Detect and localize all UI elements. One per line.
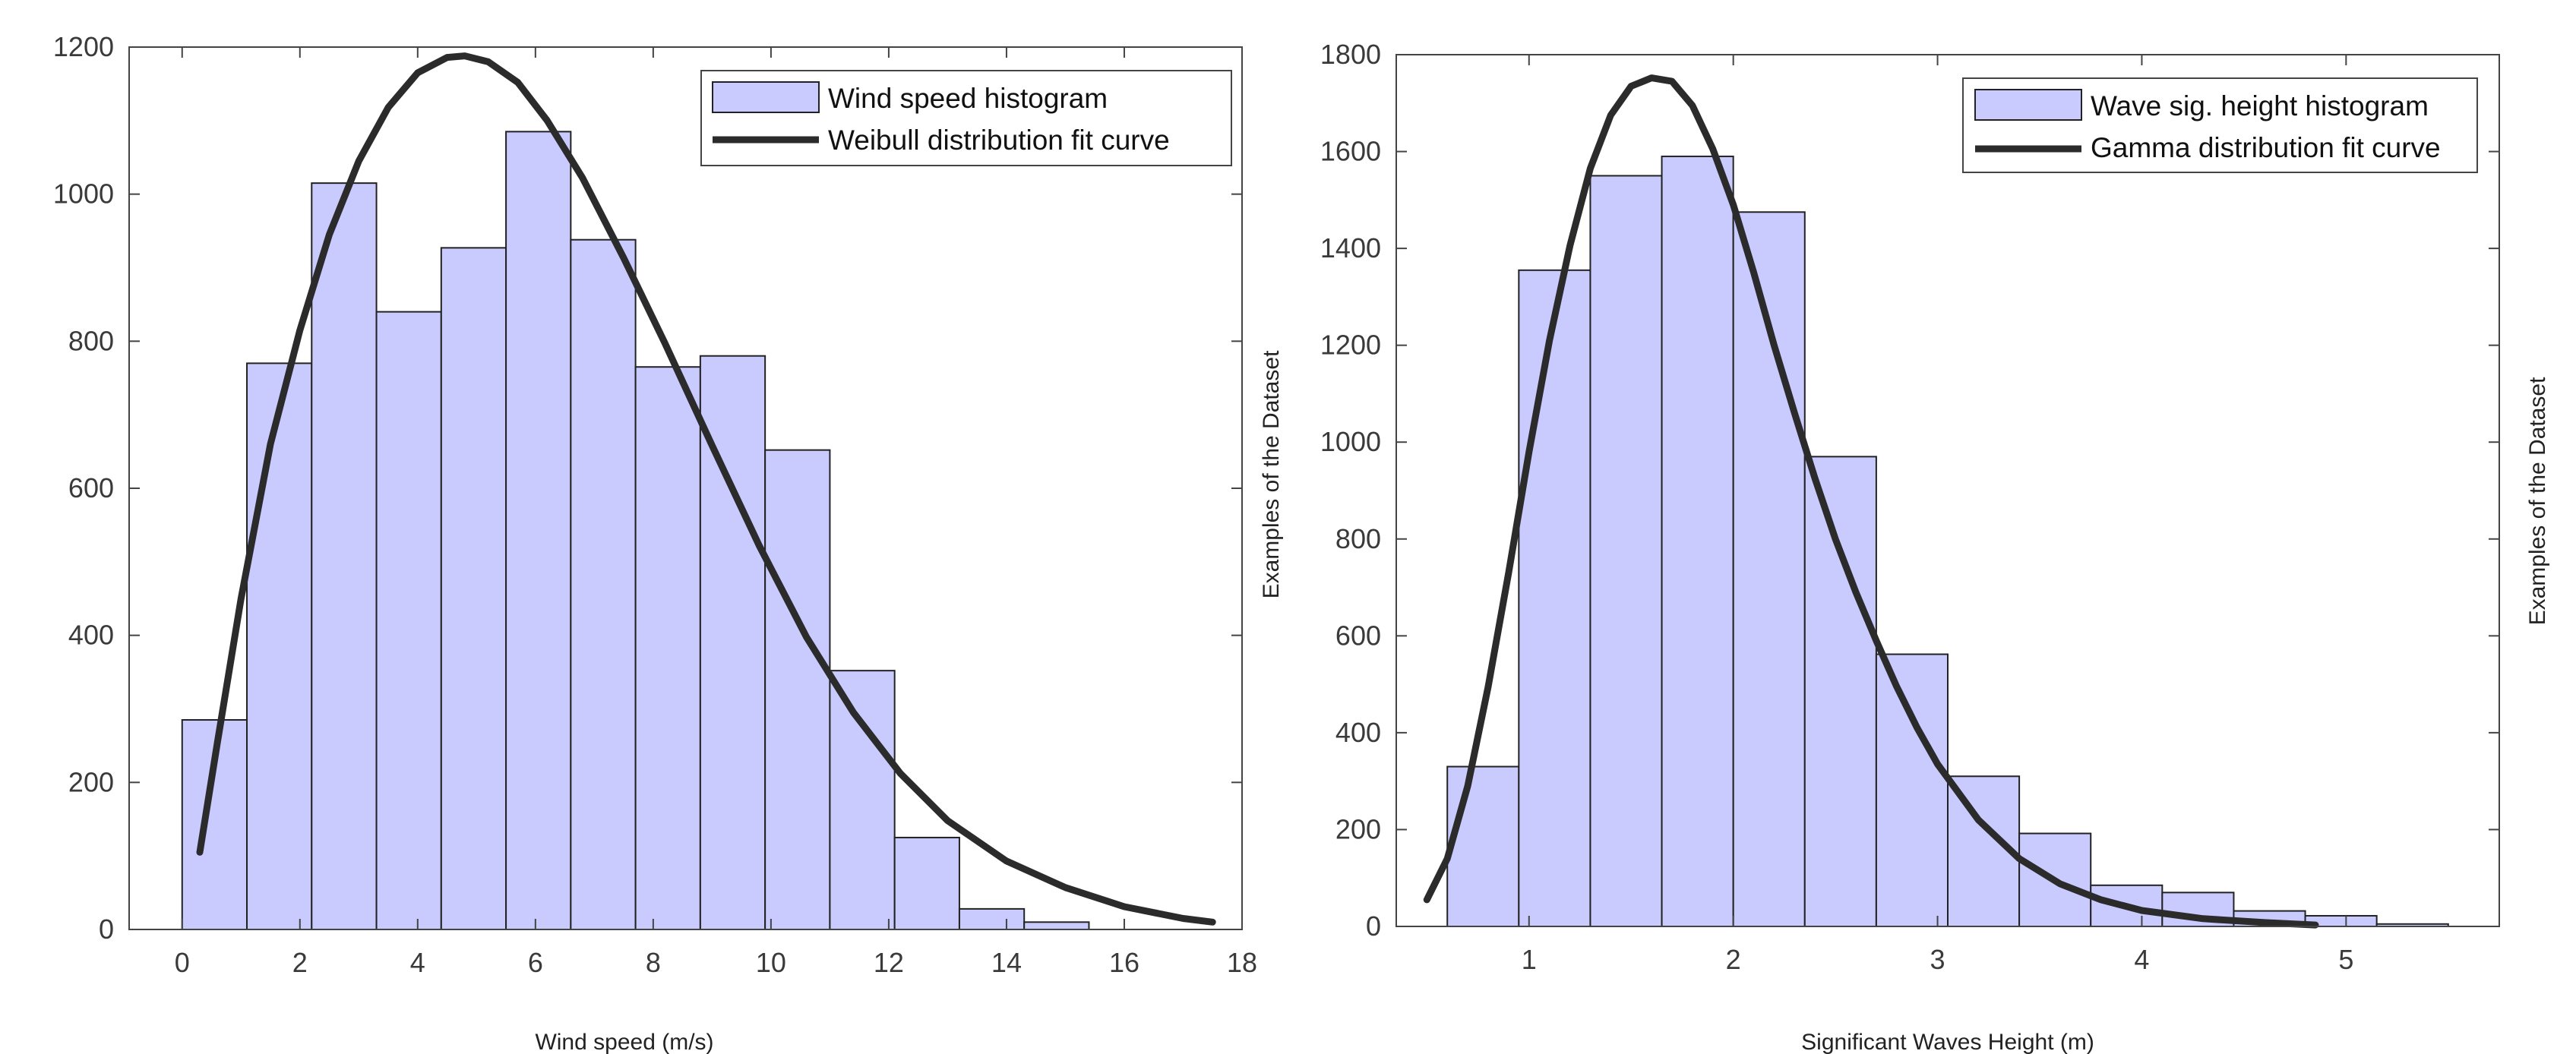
y-tick-label: 600 (1335, 620, 1381, 651)
histogram-bar-6 (1803, 456, 1877, 927)
x-tick-label: 2 (1726, 944, 1741, 975)
x-axis-ticks: 0 2 4 6 8 10 12 14 16 18 (175, 47, 1257, 978)
axes-box (1395, 54, 2500, 927)
y-tick-label: 1200 (1320, 330, 1381, 361)
histogram-bar-7 (570, 238, 637, 931)
histogram-bar-1 (1446, 765, 1520, 927)
x-tick-label: 8 (646, 947, 661, 978)
histogram-bar-4 (1661, 155, 1734, 927)
y-tick-label: 400 (68, 620, 114, 651)
histogram-bar-6 (505, 131, 572, 931)
legend-label-curve: Weibull distribution fit curve (828, 125, 1170, 156)
histogram-bar-3 (1589, 175, 1663, 927)
side-label-middle: Examples of the Dataset (1259, 350, 1284, 599)
histogram-bar-4 (375, 311, 442, 931)
histogram-bar-9 (699, 355, 766, 930)
histogram-bar-13 (958, 907, 1026, 931)
x-tick-label: 12 (874, 947, 904, 978)
y-tick-label: 0 (1366, 910, 1381, 942)
histogram-bar-12 (893, 836, 960, 931)
histogram-bar-3 (311, 182, 378, 930)
x-axis-ticks: 1 2 3 4 5 (1522, 55, 2353, 975)
wind-speed-chart: 0 2 4 6 8 10 12 14 16 18 0 200 400 600 800 1000 1200 Wi… (53, 31, 1257, 1054)
legend-label-histogram: Wind speed histogram (828, 83, 1108, 114)
histogram-bar-11 (829, 670, 896, 930)
x-axis-label: Significant Waves Height (m) (1801, 1030, 2094, 1054)
y-tick-label: 1000 (1320, 426, 1381, 457)
histogram-bar-2 (1518, 269, 1591, 927)
y-axis-ticks: 0 200 400 600 800 1000 1200 1400 1600 1800 (1320, 39, 2499, 942)
histogram-bar-2 (246, 362, 313, 930)
x-tick-label: 2 (292, 947, 308, 978)
y-tick-label: 200 (1335, 813, 1381, 844)
histogram-bars (181, 131, 1090, 931)
y-tick-label: 800 (1335, 523, 1381, 554)
x-tick-label: 16 (1109, 947, 1139, 978)
side-label-right: Examples of the Dataset (2525, 377, 2550, 626)
histogram-bar-10 (764, 449, 831, 930)
legend-label-histogram: Wave sig. height histogram (2091, 90, 2429, 121)
legend-label-curve: Gamma distribution fit curve (2091, 132, 2441, 163)
y-axis-ticks: 0 200 400 600 800 1000 1200 (53, 31, 1242, 945)
y-tick-label: 1200 (53, 31, 114, 62)
legend: Wave sig. height histogram Gamma distrib… (1962, 77, 2478, 173)
y-tick-label: 1600 (1320, 136, 1381, 167)
gamma-fit-curve (1423, 74, 2319, 929)
y-tick-label: 1000 (53, 178, 114, 210)
weibull-fit-curve (196, 52, 1216, 926)
x-tick-label: 18 (1227, 947, 1257, 978)
histogram-bars (1446, 155, 2449, 928)
legend: Wind speed histogram Weibull distributio… (700, 70, 1232, 166)
x-tick-label: 3 (1930, 944, 1945, 975)
y-tick-label: 0 (99, 914, 114, 945)
y-tick-label: 800 (68, 325, 114, 356)
y-tick-label: 200 (68, 766, 114, 797)
x-tick-label: 4 (410, 947, 425, 978)
x-tick-label: 0 (175, 947, 190, 978)
histogram-bar-14 (1023, 921, 1090, 930)
legend-swatch-histogram (712, 81, 820, 113)
x-tick-label: 5 (2338, 944, 2353, 975)
x-tick-label: 10 (756, 947, 786, 978)
y-tick-label: 600 (68, 472, 114, 503)
x-tick-label: 14 (991, 947, 1022, 978)
y-tick-label: 400 (1335, 717, 1381, 748)
x-tick-label: 4 (2134, 944, 2149, 975)
x-tick-label: 6 (528, 947, 543, 978)
x-axis-label: Wind speed (m/s) (535, 1030, 713, 1054)
y-tick-label: 1400 (1320, 232, 1381, 264)
histogram-bar-7 (1875, 653, 1949, 928)
x-tick-label: 1 (1522, 944, 1537, 975)
legend-swatch-histogram (1974, 89, 2082, 121)
y-tick-label: 1800 (1320, 39, 1381, 70)
histogram-bar-5 (440, 247, 507, 931)
histogram-bar-8 (634, 366, 701, 931)
